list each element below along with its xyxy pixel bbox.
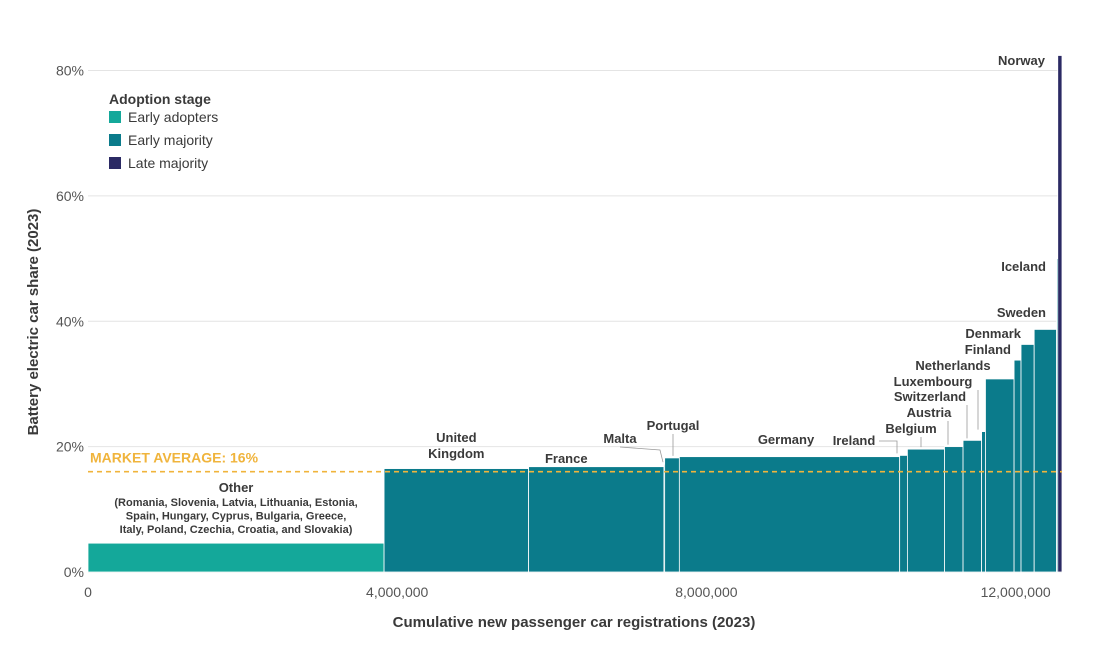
leader-line	[879, 440, 898, 454]
bar-belgium	[906, 448, 945, 573]
legend-label-early-majority: Early majority	[128, 132, 213, 148]
bar-label-other: Other	[219, 480, 254, 495]
y-tick-label: 0%	[64, 564, 84, 580]
bar-france	[528, 466, 665, 573]
bar-label-portugal: Portugal	[647, 418, 700, 433]
bar-label-luxembourg: Luxembourg	[894, 374, 973, 389]
bar-label-united-kingdom: United Kingdom	[428, 430, 484, 461]
bar-label-sweden: Sweden	[997, 305, 1046, 320]
market-average-line: MARKET AVERAGE: 16%	[88, 450, 1062, 473]
bar-labels: Other (Romania, Slovenia, Latvia, Lithuan…	[114, 53, 1046, 536]
y-tick-label: 60%	[56, 188, 84, 204]
label-leaders	[619, 390, 979, 463]
bar-label-belgium: Belgium	[885, 421, 936, 436]
bar-netherlands	[985, 378, 1015, 573]
y-tick-label: 80%	[56, 63, 84, 79]
bar-label-finland: Finland	[965, 342, 1011, 357]
bar-austria	[944, 446, 964, 573]
bar-other	[87, 542, 385, 573]
bar-label-netherlands: Netherlands	[915, 358, 990, 373]
legend-label-early-adopters: Early adopters	[128, 109, 218, 125]
y-axis-ticks: 0% 20% 40% 60% 80%	[56, 63, 84, 580]
bar-label-austria: Austria	[907, 405, 953, 420]
bar-luxembourg	[981, 431, 986, 573]
other-countries-note: (Romania, Slovenia, Latvia, Lithuania, E…	[114, 497, 357, 509]
bar-ireland	[899, 455, 908, 573]
bar-united-kingdom	[383, 468, 530, 573]
bar-label-norway: Norway	[998, 53, 1046, 68]
bar-label-germany: Germany	[758, 432, 815, 447]
y-axis-title: Battery electric car share (2023)	[25, 209, 42, 436]
other-countries-note: Spain, Hungary, Cyprus, Bulgaria, Greece…	[126, 511, 346, 523]
bar-label-ireland: Ireland	[833, 433, 876, 448]
bar-label-denmark: Denmark	[965, 326, 1021, 341]
bar-label-malta: Malta	[603, 431, 637, 446]
x-axis-ticks: 0 4,000,000 8,000,000 12,000,000	[84, 584, 1051, 600]
bars	[87, 55, 1063, 573]
bar-switzerland	[962, 439, 983, 573]
legend-label-late-majority: Late majority	[128, 155, 208, 171]
bar-sweden	[1033, 329, 1057, 573]
x-tick-label: 12,000,000	[981, 584, 1051, 600]
y-tick-label: 20%	[56, 439, 84, 455]
bar-germany	[678, 456, 901, 573]
leader-line	[619, 446, 664, 463]
other-countries-note: Italy, Poland, Czechia, Croatia, and Slo…	[120, 524, 353, 536]
y-tick-label: 40%	[56, 313, 84, 329]
bar-label-france: France	[545, 451, 588, 466]
legend: Adoption stage Early adopters Early majori…	[109, 91, 218, 171]
legend-title: Adoption stage	[109, 91, 211, 107]
legend-swatch-late-majority	[109, 157, 121, 169]
legend-swatch-early-adopters	[109, 111, 121, 123]
bar-portugal	[664, 457, 680, 573]
bar-label-iceland: Iceland	[1001, 259, 1046, 274]
x-tick-label: 4,000,000	[366, 584, 428, 600]
x-axis-title: Cumulative new passenger car registratio…	[393, 614, 756, 631]
legend-swatch-early-majority	[109, 134, 121, 146]
x-tick-label: 0	[84, 584, 92, 600]
bar-denmark	[1020, 344, 1035, 573]
bar-finland	[1013, 359, 1022, 573]
bar-norway	[1057, 55, 1063, 573]
bar-label-switzerland: Switzerland	[894, 389, 966, 404]
x-tick-label: 8,000,000	[675, 584, 737, 600]
market-average-label: MARKET AVERAGE: 16%	[90, 450, 259, 466]
